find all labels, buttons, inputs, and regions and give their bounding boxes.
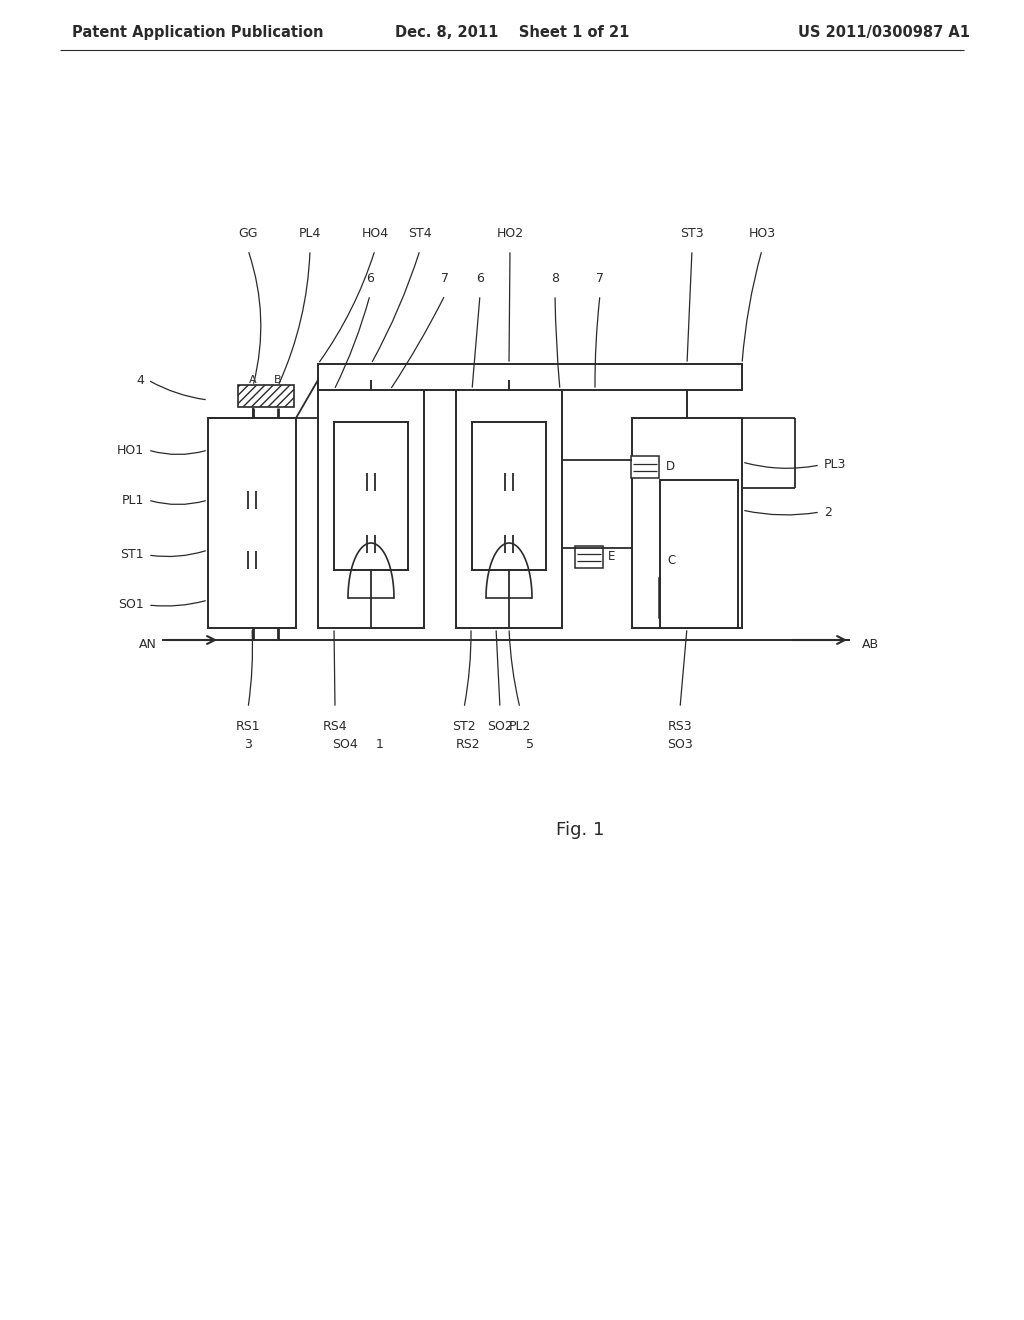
Text: 3: 3 [244, 738, 252, 751]
Text: D: D [666, 461, 675, 474]
Text: PL1: PL1 [122, 494, 144, 507]
Text: 7: 7 [441, 272, 449, 285]
Bar [632, 418, 742, 628]
Text: ST2: ST2 [453, 719, 476, 733]
Text: C: C [668, 553, 676, 566]
Text: HO1: HO1 [117, 444, 144, 457]
Text: GG: GG [239, 227, 258, 240]
Text: AN: AN [139, 638, 157, 651]
Text: 8: 8 [551, 272, 559, 285]
Bar [238, 385, 294, 407]
Text: 6: 6 [366, 272, 374, 285]
Text: RS4: RS4 [323, 719, 347, 733]
Bar [472, 422, 546, 570]
Text: PL2: PL2 [509, 719, 531, 733]
Text: ST1: ST1 [121, 549, 144, 561]
Text: E: E [608, 550, 615, 564]
Bar [575, 546, 603, 568]
Text: US 2011/0300987 A1: US 2011/0300987 A1 [798, 25, 970, 40]
Bar [318, 364, 742, 389]
Text: HO4: HO4 [361, 227, 388, 240]
Text: SO1: SO1 [118, 598, 144, 611]
Text: 4: 4 [136, 374, 144, 387]
Text: ST3: ST3 [680, 227, 703, 240]
Text: ST4: ST4 [409, 227, 432, 240]
Bar [660, 480, 738, 628]
Bar [318, 380, 424, 628]
Text: 7: 7 [596, 272, 604, 285]
Text: HO2: HO2 [497, 227, 523, 240]
Bar [631, 455, 659, 478]
Bar [334, 422, 408, 570]
Text: Dec. 8, 2011    Sheet 1 of 21: Dec. 8, 2011 Sheet 1 of 21 [395, 25, 629, 40]
Text: RS2: RS2 [456, 738, 480, 751]
Bar [456, 380, 562, 628]
Text: PL3: PL3 [824, 458, 847, 471]
Text: Patent Application Publication: Patent Application Publication [72, 25, 324, 40]
Text: Fig. 1: Fig. 1 [556, 821, 604, 840]
Text: RS3: RS3 [668, 719, 692, 733]
Text: HO3: HO3 [749, 227, 775, 240]
Text: A: A [249, 375, 257, 385]
Bar [208, 418, 296, 628]
Bar [659, 578, 685, 618]
Text: 6: 6 [476, 272, 484, 285]
Text: SO4: SO4 [332, 738, 357, 751]
Text: PL4: PL4 [299, 227, 322, 240]
Text: AB: AB [861, 638, 879, 651]
Text: RS1: RS1 [236, 719, 260, 733]
Text: 2: 2 [824, 506, 831, 519]
Text: 1: 1 [376, 738, 384, 751]
Text: B: B [274, 375, 282, 385]
Text: SO3: SO3 [667, 738, 693, 751]
Text: 5: 5 [526, 738, 534, 751]
Text: SO2: SO2 [487, 719, 513, 733]
